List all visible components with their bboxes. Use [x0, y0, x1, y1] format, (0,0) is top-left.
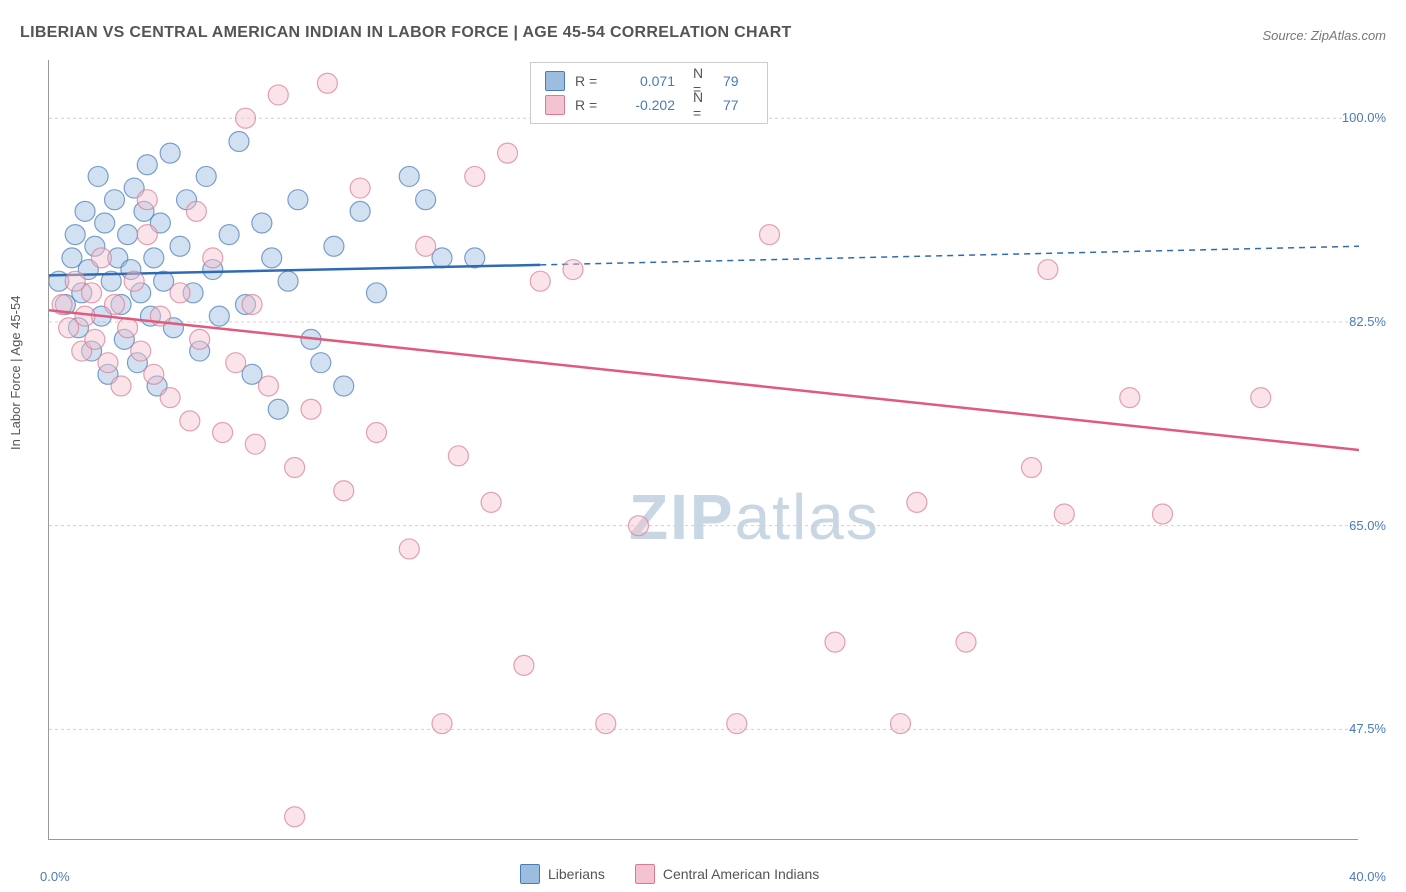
- bottom-swatch-0: [520, 864, 540, 884]
- bottom-legend: Liberians Central American Indians: [520, 864, 819, 884]
- x-axis-max-label: 40.0%: [1349, 869, 1386, 884]
- legend-swatch-1: [545, 95, 565, 115]
- y-axis-label: In Labor Force | Age 45-54: [8, 296, 23, 450]
- legend-r-value-1: -0.202: [615, 97, 675, 113]
- plot-svg: [49, 60, 1359, 840]
- legend-n-value-1: 77: [723, 97, 753, 113]
- bottom-legend-label-1: Central American Indians: [663, 866, 819, 882]
- bottom-legend-label-0: Liberians: [548, 866, 605, 882]
- legend-n-label: N =: [693, 89, 713, 121]
- y-tick-label: 100.0%: [1342, 110, 1386, 125]
- legend-swatch-0: [545, 71, 565, 91]
- bottom-swatch-1: [635, 864, 655, 884]
- plot-area: ZIPatlas: [48, 60, 1358, 840]
- bottom-legend-item-1: Central American Indians: [635, 864, 819, 884]
- y-tick-label: 65.0%: [1349, 518, 1386, 533]
- legend-row-series-0: R = 0.071 N = 79: [545, 69, 753, 93]
- legend-r-label: R =: [575, 97, 605, 113]
- y-tick-label: 47.5%: [1349, 721, 1386, 736]
- legend-r-label: R =: [575, 73, 605, 89]
- chart-container: LIBERIAN VS CENTRAL AMERICAN INDIAN IN L…: [0, 0, 1406, 892]
- legend-n-value-0: 79: [723, 73, 753, 89]
- bottom-legend-item-0: Liberians: [520, 864, 605, 884]
- x-axis-min-label: 0.0%: [40, 869, 70, 884]
- chart-title: LIBERIAN VS CENTRAL AMERICAN INDIAN IN L…: [20, 24, 792, 42]
- legend-row-series-1: R = -0.202 N = 77: [545, 93, 753, 117]
- y-tick-label: 82.5%: [1349, 314, 1386, 329]
- legend-r-value-0: 0.071: [615, 73, 675, 89]
- correlation-legend: R = 0.071 N = 79 R = -0.202 N = 77: [530, 62, 768, 124]
- source-attribution: Source: ZipAtlas.com: [1262, 28, 1386, 43]
